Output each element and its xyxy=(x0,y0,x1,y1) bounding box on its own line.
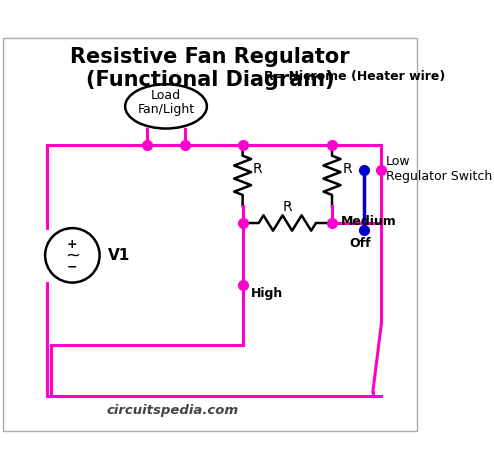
Text: circuitspedia.com: circuitspedia.com xyxy=(106,404,239,417)
Text: V1: V1 xyxy=(108,248,130,263)
Text: Off: Off xyxy=(349,237,371,250)
Text: Resistive Fan Regulator
(Functional Diagram): Resistive Fan Regulator (Functional Diag… xyxy=(71,47,350,90)
Text: R: R xyxy=(342,161,352,175)
Text: Medium: Medium xyxy=(340,215,396,228)
Text: −: − xyxy=(67,261,78,274)
Text: R: R xyxy=(253,161,262,175)
Text: R= Nicrome (Heater wire): R= Nicrome (Heater wire) xyxy=(264,70,445,83)
Text: Load
Fan/Light: Load Fan/Light xyxy=(137,90,195,116)
Text: High: High xyxy=(251,287,284,300)
Text: R: R xyxy=(283,200,292,214)
Text: ~: ~ xyxy=(65,246,80,265)
Text: +: + xyxy=(67,238,78,251)
Text: Low
Regulator Switch: Low Regulator Switch xyxy=(386,154,492,182)
